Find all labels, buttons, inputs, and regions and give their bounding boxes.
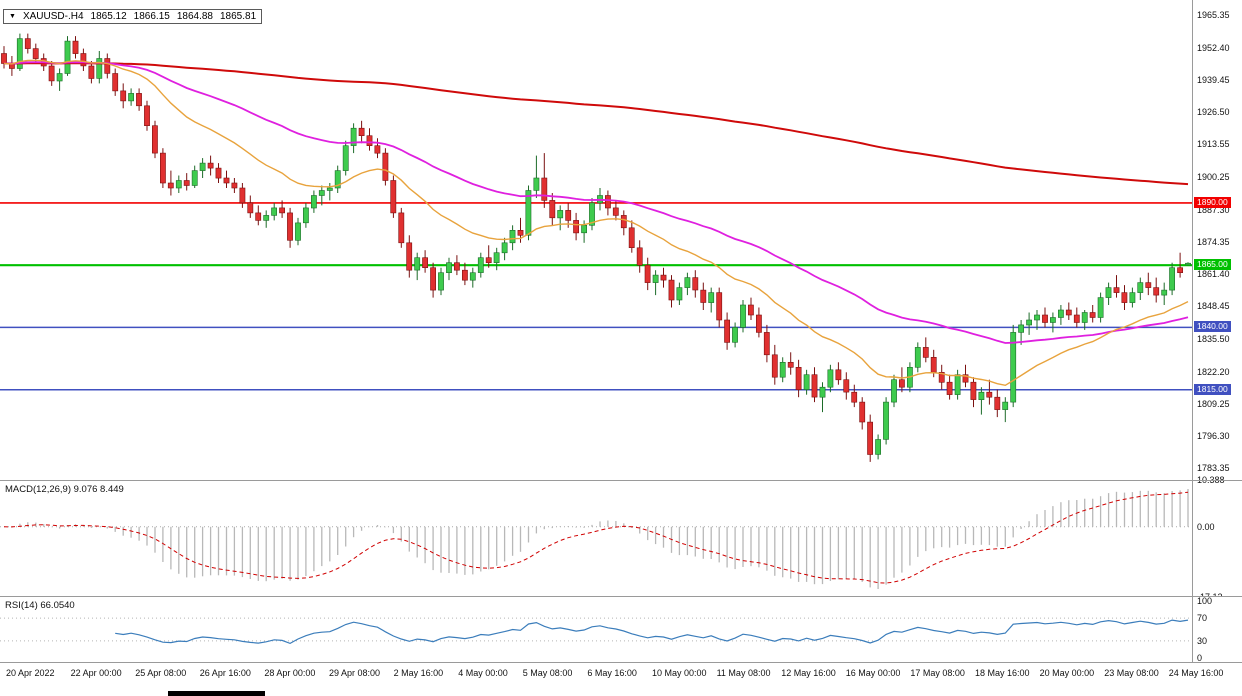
price-level-tag: 1890.00 xyxy=(1194,196,1231,208)
price-axis-label: 1796.30 xyxy=(1197,431,1230,442)
rsi-axis-label: 30 xyxy=(1197,635,1208,646)
time-axis-label: 11 May 08:00 xyxy=(716,668,771,678)
time-axis-label: 17 May 08:00 xyxy=(910,668,965,678)
panel-separator[interactable] xyxy=(0,596,1242,597)
ohlc-high: 1866.15 xyxy=(133,11,170,22)
macd-axis-label: 0.00 xyxy=(1197,521,1215,532)
time-axis-label: 26 Apr 16:00 xyxy=(199,668,251,678)
time-axis[interactable]: 20 Apr 2022 22 Apr 00:00 25 Apr 08:00 26 Ap… xyxy=(0,663,1242,696)
rsi-axis-label: 100 xyxy=(1197,596,1213,606)
price-axis-label: 1809.25 xyxy=(1197,399,1230,409)
axis-border-line xyxy=(1192,0,1193,662)
chart-info-box[interactable]: ▼ XAUUSD-.H4 1865.12 1866.15 1864.88 186… xyxy=(3,9,263,24)
panel-separator[interactable] xyxy=(0,480,1242,481)
rsi-line xyxy=(115,619,1189,645)
macd-histogram xyxy=(11,489,1189,589)
price-level-tag: 1865.00 xyxy=(1194,259,1231,271)
candlesticks xyxy=(1,33,1191,462)
price-axis-label: 1952.40 xyxy=(1197,42,1230,53)
price-axis-label: 1900.25 xyxy=(1197,172,1230,183)
time-axis-label: 23 May 08:00 xyxy=(1104,668,1159,678)
price-axis-label: 1926.50 xyxy=(1197,107,1230,118)
time-axis-label: 6 May 16:00 xyxy=(587,668,637,678)
moving-average-line[interactable] xyxy=(3,61,1189,344)
ohlc-close: 1865.81 xyxy=(219,11,257,22)
time-axis-label: 16 May 00:00 xyxy=(845,668,901,678)
price-chart-panel[interactable]: ▼ XAUUSD-.H4 1865.12 1866.15 1864.88 186… xyxy=(0,0,1192,480)
time-axis-label: 28 Apr 00:00 xyxy=(264,668,316,678)
price-axis[interactable]: 1965.35 1952.40 1939.45 1926.50 1913.55 1900.… xyxy=(1193,0,1242,480)
price-axis-label: 1965.35 xyxy=(1197,10,1230,21)
rsi-canvas[interactable] xyxy=(0,597,1192,662)
main-chart-canvas[interactable] xyxy=(0,0,1192,480)
rsi-label: RSI(14) 66.0540 xyxy=(5,600,75,611)
bottom-black-strip xyxy=(168,691,265,696)
macd-canvas[interactable] xyxy=(0,481,1192,596)
time-axis-label: 29 Apr 08:00 xyxy=(329,668,381,678)
macd-axis[interactable]: 10.3880.00-17.12 xyxy=(1193,475,1242,602)
price-axis-label: 1822.20 xyxy=(1197,366,1230,377)
price-level-tag: 1815.00 xyxy=(1194,383,1231,395)
macd-axis-label: 10.388 xyxy=(1197,475,1225,485)
rsi-axis[interactable]: 100 70 30 0 xyxy=(1193,596,1242,663)
rsi-panel[interactable]: RSI(14) 66.0540 xyxy=(0,597,1192,662)
time-axis-label: 24 May 16:00 xyxy=(1168,668,1224,678)
time-axis-label: 22 Apr 00:00 xyxy=(70,668,122,678)
moving-average-line[interactable] xyxy=(3,59,1189,387)
price-axis-label: 1848.45 xyxy=(1197,301,1230,312)
price-axis-label: 1861.40 xyxy=(1197,269,1230,280)
expand-triangle-icon[interactable]: ▼ xyxy=(9,12,16,20)
time-axis-label: 10 May 00:00 xyxy=(652,668,707,678)
price-axis-label: 1887.30 xyxy=(1197,204,1230,215)
price-axis-label: 1874.35 xyxy=(1197,236,1230,247)
price-axis-label: 1939.45 xyxy=(1197,74,1230,85)
time-axis-label: 2 May 16:00 xyxy=(393,668,444,678)
time-axis-label: 4 May 00:00 xyxy=(458,668,508,678)
rsi-axis-label: 70 xyxy=(1197,613,1208,624)
macd-panel[interactable]: MACD(12,26,9) 9.076 8.449 xyxy=(0,481,1192,596)
symbol-period-label: XAUUSD-.H4 xyxy=(22,11,84,22)
time-axis-label: 20 May 00:00 xyxy=(1039,668,1095,678)
time-axis-label: 20 Apr 2022 xyxy=(6,668,55,678)
ohlc-low: 1864.88 xyxy=(176,11,213,22)
time-axis-label: 25 Apr 08:00 xyxy=(135,668,187,678)
macd-signal-line xyxy=(3,491,1189,584)
price-level-tag: 1840.00 xyxy=(1194,321,1231,333)
macd-label: MACD(12,26,9) 9.076 8.449 xyxy=(5,484,124,495)
panel-separator xyxy=(0,662,1242,663)
time-axis-label: 5 May 08:00 xyxy=(522,668,573,678)
time-axis-label: 12 May 16:00 xyxy=(781,668,836,678)
price-axis-label: 1835.50 xyxy=(1197,333,1230,344)
ohlc-open: 1865.12 xyxy=(90,11,127,22)
rsi-axis-label: 0 xyxy=(1197,653,1203,663)
time-axis-label: 18 May 16:00 xyxy=(975,668,1030,678)
price-axis-label: 1913.55 xyxy=(1197,139,1230,150)
moving-average-line[interactable] xyxy=(4,62,1189,186)
price-axis-label: 1783.35 xyxy=(1197,463,1230,474)
